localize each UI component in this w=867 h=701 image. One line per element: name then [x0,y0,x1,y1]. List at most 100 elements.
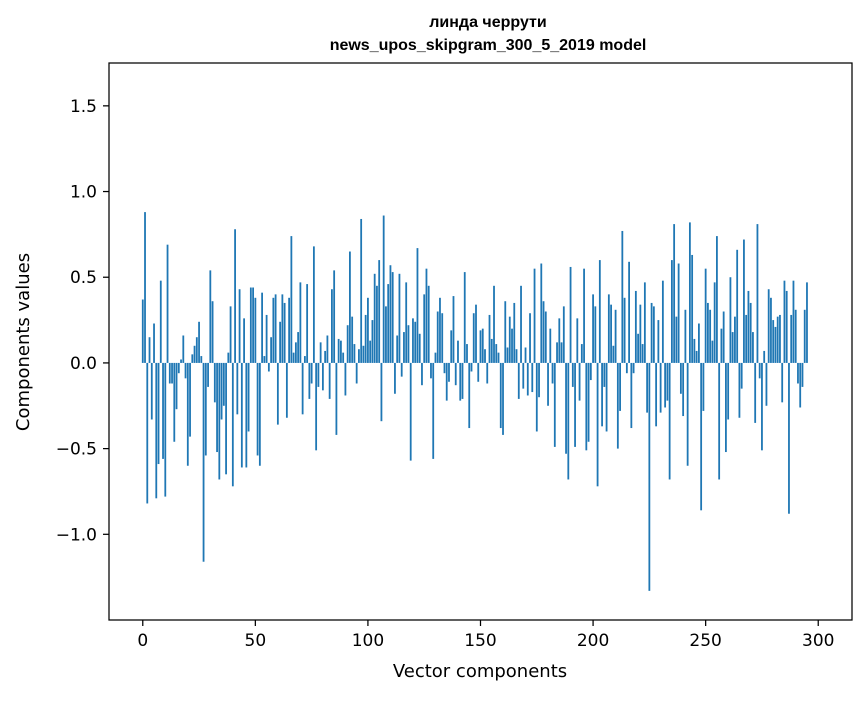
bar [177,362,180,374]
bar [216,362,218,453]
bar [346,325,349,363]
bar [475,304,477,363]
bar [220,362,223,420]
bar [186,362,189,466]
bar [542,301,545,363]
bar [799,362,802,408]
bar [486,362,489,384]
bar [698,323,700,363]
bar [785,290,788,363]
bar [774,326,777,363]
bar [535,362,538,432]
bar [684,309,687,363]
bar [504,301,507,363]
bar [193,345,196,363]
bar [189,362,191,437]
bar [650,302,653,363]
bar [682,362,685,417]
bar [150,362,153,420]
bar [806,282,808,363]
bar [159,280,162,363]
bar [502,362,504,435]
bar [533,268,536,363]
bar [470,362,473,372]
bar [648,362,651,591]
bar [673,224,676,363]
bar [655,362,658,427]
bar [454,362,457,386]
bar [731,332,734,363]
bar [211,301,214,363]
bar [247,362,250,432]
bar [711,340,714,363]
bar [601,362,603,427]
bar [254,297,257,363]
y-tick-label: 0.0 [70,354,97,374]
bar [477,362,480,382]
bar [243,318,245,363]
bar [225,362,227,475]
bar [612,345,615,363]
bar [752,332,754,363]
bar [641,344,644,363]
bar [441,313,444,363]
bar [376,285,378,363]
bar [720,328,723,363]
bar [315,362,318,451]
bar [148,337,151,363]
bar [459,362,462,401]
bar [279,321,282,363]
bar [709,309,712,363]
bar [378,260,381,363]
bar [797,362,799,384]
bar [488,314,491,363]
bar [801,362,804,387]
bar [646,362,649,413]
bar [328,362,331,399]
bar [531,362,534,393]
bar [790,314,793,363]
bar [756,224,759,363]
bar [776,316,779,363]
bar [565,362,567,454]
bar [652,306,655,363]
bar [249,287,252,363]
bar [180,359,182,363]
bar [743,239,745,363]
bar [448,362,450,382]
bar [594,306,597,363]
bar [175,362,178,410]
bar [344,362,347,396]
bar [153,323,155,363]
bar [432,362,435,459]
bar [623,297,626,363]
bar [461,362,464,399]
bar [589,362,592,381]
bar [288,297,291,363]
chart-title: линда черрути [429,14,546,31]
bar [466,344,468,363]
bar [738,362,741,418]
bar [245,362,248,468]
y-tick-label: 1.0 [70,183,97,203]
bar [403,332,405,363]
bar [409,362,412,461]
bar [628,261,630,363]
bar [578,362,581,401]
bar [265,314,268,363]
bar [607,294,610,363]
bar [326,335,329,363]
bar [418,333,421,363]
bar [281,294,284,363]
bar [238,289,241,363]
bar [312,246,315,363]
bar [391,272,394,363]
bar [598,260,601,363]
bar [716,236,718,363]
bar [207,362,209,387]
bar [430,362,432,379]
bar [200,356,203,363]
bar [734,316,736,363]
bar [619,362,621,411]
bar [267,362,270,372]
